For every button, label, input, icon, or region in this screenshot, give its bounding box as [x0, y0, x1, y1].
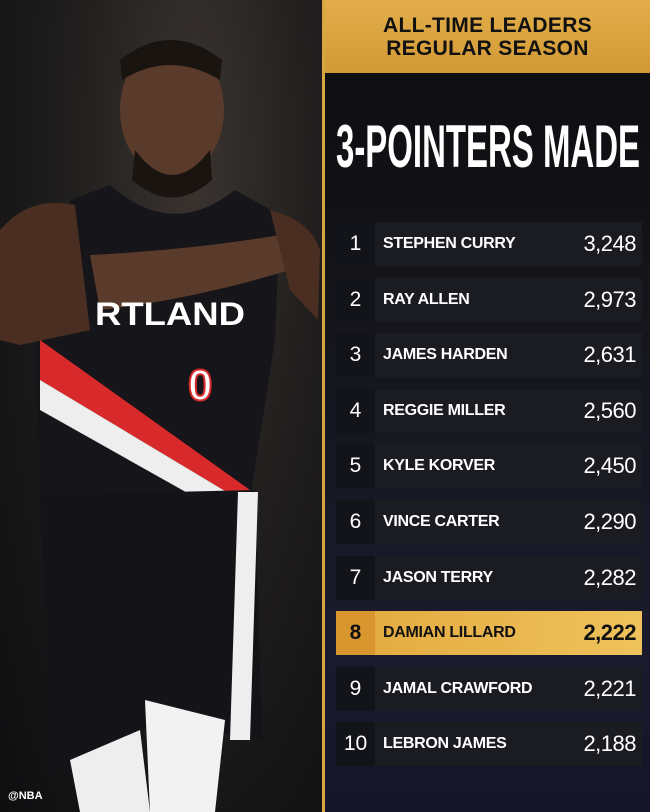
jersey-number: 0: [188, 361, 212, 410]
three-pointers-value: 2,560: [583, 397, 636, 423]
leader-row: 10 LEBRON JAMES 2,188: [336, 722, 642, 767]
stat-title: 3-POINTERS MADE: [336, 113, 640, 177]
leaders-panel: ALL-TIME LEADERS REGULAR SEASON 3-POINTE…: [322, 0, 650, 812]
header-line-2: REGULAR SEASON: [386, 36, 589, 60]
leader-row: 6 VINCE CARTER 2,290: [336, 499, 642, 544]
three-pointers-value: 3,248: [583, 231, 636, 256]
rank: 10: [336, 722, 375, 767]
rank: 9: [336, 666, 375, 711]
player-name: RAY ALLEN: [383, 290, 470, 308]
header-line-1: ALL-TIME LEADERS: [383, 13, 592, 37]
rank: 6: [336, 499, 375, 544]
player-name: STEPHEN CURRY: [383, 235, 516, 252]
player-name: KYLE KORVER: [383, 457, 495, 475]
player-name: REGGIE MILLER: [383, 401, 506, 419]
three-pointers-value: 2,450: [583, 453, 636, 479]
leader-row-highlighted: 8 DAMIAN LILLARD 2,222: [336, 611, 642, 656]
player-name: DAMIAN LILLARD: [383, 624, 516, 642]
rank: 2: [336, 277, 375, 322]
jersey-text: RTLAND: [95, 296, 245, 332]
leader-row: 4 REGGIE MILLER 2,560: [336, 388, 642, 433]
three-pointers-value: 2,222: [583, 620, 636, 646]
rank: 3: [336, 333, 375, 378]
leader-row: 5 KYLE KORVER 2,450: [336, 444, 642, 489]
player-name: VINCE CARTER: [383, 512, 500, 530]
three-pointers-value: 2,188: [583, 731, 636, 757]
nba-credit: @NBA: [8, 790, 43, 802]
three-pointers-value: 2,221: [583, 675, 636, 701]
leader-row: 7 JASON TERRY 2,282: [336, 555, 642, 600]
player-name: JAMAL CRAWFORD: [383, 679, 533, 697]
header-banner: ALL-TIME LEADERS REGULAR SEASON: [325, 0, 650, 73]
three-pointers-value: 2,973: [583, 286, 636, 312]
player-illustration: RTLAND 0: [0, 40, 320, 812]
rank: 7: [336, 555, 375, 600]
leader-row: 1 STEPHEN CURRY 3,248: [336, 222, 642, 266]
leader-row: 9 JAMAL CRAWFORD 2,221: [336, 666, 642, 711]
player-name: JAMES HARDEN: [383, 346, 508, 364]
player-name: JASON TERRY: [383, 568, 493, 586]
three-pointers-value: 2,290: [583, 508, 636, 534]
three-pointers-value: 2,282: [583, 564, 636, 590]
stat-title-wrap: 3-POINTERS MADE: [336, 113, 640, 177]
leaders-list: 1 STEPHEN CURRY 3,248 2 RAY ALLEN 2,973 3 JAMES…: [336, 222, 642, 778]
rank: 5: [336, 444, 375, 489]
leader-row: 2 RAY ALLEN 2,973: [336, 277, 642, 322]
player-name: LEBRON JAMES: [383, 735, 507, 753]
leader-row: 3 JAMES HARDEN 2,631: [336, 333, 642, 378]
player-photo: RTLAND 0 @NBA: [0, 0, 322, 812]
rank: 4: [336, 388, 375, 433]
rank: 1: [336, 222, 375, 266]
rank: 8: [336, 611, 375, 656]
three-pointers-value: 2,631: [583, 342, 636, 368]
